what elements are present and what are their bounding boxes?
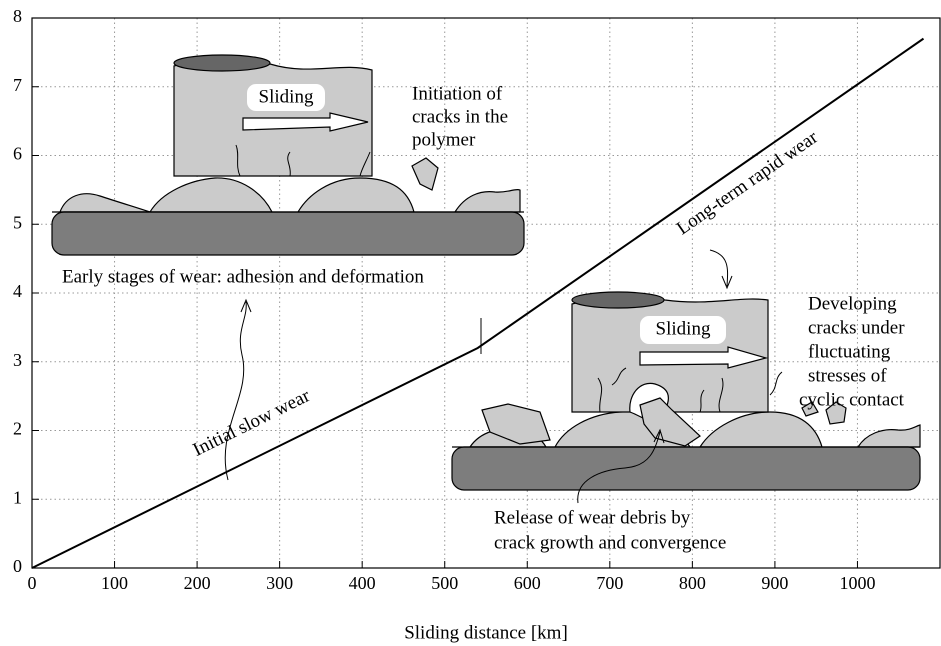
- crack: [235, 144, 371, 177]
- annotation: cracks in the: [412, 106, 508, 127]
- sliding-arrow: [639, 346, 769, 369]
- annotation: cracks under: [808, 317, 905, 338]
- x-tick-label: 200: [184, 573, 211, 593]
- x-tick-label: 600: [514, 573, 541, 593]
- asperity: [453, 188, 521, 213]
- x-tick-label: 0: [28, 573, 37, 593]
- y-tick-label: 6: [13, 144, 22, 164]
- y-tick-label: 0: [13, 556, 22, 576]
- annotation: stresses of: [808, 365, 887, 386]
- label-bg: [640, 316, 726, 344]
- illustration-early: [51, 54, 525, 256]
- x-tick-label: 1000: [839, 573, 875, 593]
- y-tick-label: 4: [13, 281, 22, 301]
- asperity: [698, 411, 823, 448]
- y-tick-label: 1: [13, 487, 22, 507]
- annotation: Early stages of wear: adhesion and defor…: [62, 266, 424, 287]
- annotation: cyclic contact: [799, 389, 905, 410]
- x-tick-label: 800: [679, 573, 706, 593]
- annotation: Initial slow wear: [190, 385, 314, 461]
- asperity: [856, 424, 921, 448]
- line: [31, 37, 925, 569]
- debris: [411, 157, 439, 191]
- annotation: Release of wear debris by: [494, 507, 691, 528]
- debris: [801, 401, 819, 417]
- pointer: [709, 249, 733, 290]
- x-tick-label: 400: [349, 573, 376, 593]
- asperity: [296, 177, 415, 213]
- annotation: Long-term rapid wear: [673, 126, 822, 239]
- polymer-top: [571, 291, 665, 309]
- asperity: [59, 193, 151, 213]
- x-tick-label: 500: [431, 573, 458, 593]
- y-tick-label: 3: [13, 350, 22, 370]
- y-tick-label: 8: [13, 6, 22, 26]
- label-bg: [247, 84, 325, 111]
- counterface: [451, 446, 921, 491]
- debris: [481, 403, 551, 445]
- annotation: Sliding: [656, 318, 711, 339]
- annotation: Developing: [808, 293, 897, 314]
- annotation: crack growth and convergence: [494, 532, 726, 553]
- x-tick-label: 100: [101, 573, 128, 593]
- sliding-arrow: [242, 112, 369, 132]
- y-tick-label: 2: [13, 419, 22, 439]
- debris: [639, 397, 701, 447]
- x-tick-label: 300: [266, 573, 293, 593]
- polymer-top: [173, 54, 271, 72]
- pointer: [224, 298, 252, 481]
- x-tick-label: 900: [761, 573, 788, 593]
- x-tick-label: 700: [596, 573, 623, 593]
- y-tick-label: 7: [13, 75, 22, 95]
- counterface: [51, 211, 525, 256]
- annotation: fluctuating: [808, 341, 891, 362]
- annotation: polymer: [412, 129, 476, 150]
- y-tick-label: 5: [13, 212, 22, 232]
- illustration-late: [451, 291, 921, 491]
- asperity: [148, 177, 273, 213]
- annotation: Sliding: [259, 86, 314, 107]
- x-axis-label: Sliding distance [km]: [404, 622, 568, 643]
- pointer: [577, 428, 665, 504]
- annotation: Initiation of: [412, 83, 503, 104]
- crack: [597, 367, 783, 413]
- debris: [825, 401, 847, 425]
